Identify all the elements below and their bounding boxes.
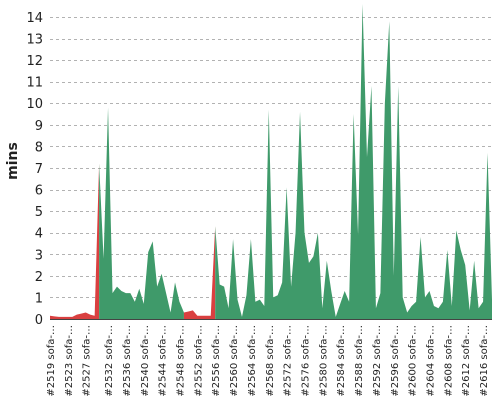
y-tick-label: 14 (26, 11, 43, 26)
x-tick-label: #2527 sofa-… (82, 325, 93, 397)
x-tick-label: #2608 sofa-… (443, 325, 454, 397)
x-tick-label: #2592 sofa-… (372, 325, 383, 397)
y-tick-label: 3 (35, 248, 43, 263)
x-tick-label: #2544 sofa-… (158, 325, 169, 397)
x-tick-label: #2556 sofa-… (211, 325, 222, 397)
x-tick-label: #2548 sofa-… (175, 325, 186, 397)
x-tick-label: #2580 sofa-… (318, 325, 329, 397)
y-tick-label: 9 (35, 119, 43, 134)
y-tick-label: 6 (35, 184, 43, 199)
x-tick-label: #2560 sofa-… (229, 325, 240, 397)
x-tick-label: #2588 sofa-… (354, 325, 365, 397)
x-tick-label: #2572 sofa-… (283, 325, 294, 397)
area-segment-passed (99, 107, 184, 319)
x-tick-label: #2568 sofa-… (265, 325, 276, 397)
x-tick-label: #2523 sofa-… (64, 325, 75, 397)
x-tick-label: #2576 sofa-… (300, 325, 311, 397)
x-tick-label: #2519 sofa-… (46, 325, 57, 397)
x-tick-label: #2584 sofa-… (336, 325, 347, 397)
y-tick-label: 1 (35, 291, 43, 306)
x-tick-label: #2536 sofa-… (122, 325, 133, 397)
area-segment-failed (50, 163, 100, 319)
x-tick-labels: #2519 sofa-… #2523 sofa-… #2527 sofa-… #253… (46, 325, 490, 397)
y-tick-label: 7 (35, 162, 43, 177)
x-tick-label: #2552 sofa-… (193, 325, 204, 397)
y-tick-label: 8 (35, 140, 43, 155)
y-tick-label: 0 (35, 313, 43, 328)
x-tick-label: #2532 sofa-… (104, 325, 115, 397)
y-tick-label: 11 (26, 76, 43, 91)
area-segment-failed (183, 226, 216, 319)
y-tick-label: 5 (35, 205, 43, 220)
x-tick-label: #2616 sofa-… (479, 325, 490, 397)
x-tick-label: #2604 sofa-… (425, 325, 436, 397)
y-tick-label: 2 (35, 270, 43, 285)
y-tick-label: 10 (26, 97, 43, 112)
area-layer (50, 4, 492, 319)
y-tick-label: 12 (26, 54, 43, 69)
x-tick-label: #2596 sofa-… (390, 325, 401, 397)
y-tick-label: 4 (35, 227, 43, 242)
x-tick-label: #2600 sofa-… (408, 325, 419, 397)
area-segment-passed (215, 4, 492, 319)
y-axis-label: mins (5, 142, 21, 180)
x-tick-label: #2564 sofa-… (247, 325, 258, 397)
x-tick-label: #2540 sofa-… (140, 325, 151, 397)
x-tick-label: #2612 sofa-… (461, 325, 472, 397)
y-tick-label: 13 (26, 33, 43, 48)
